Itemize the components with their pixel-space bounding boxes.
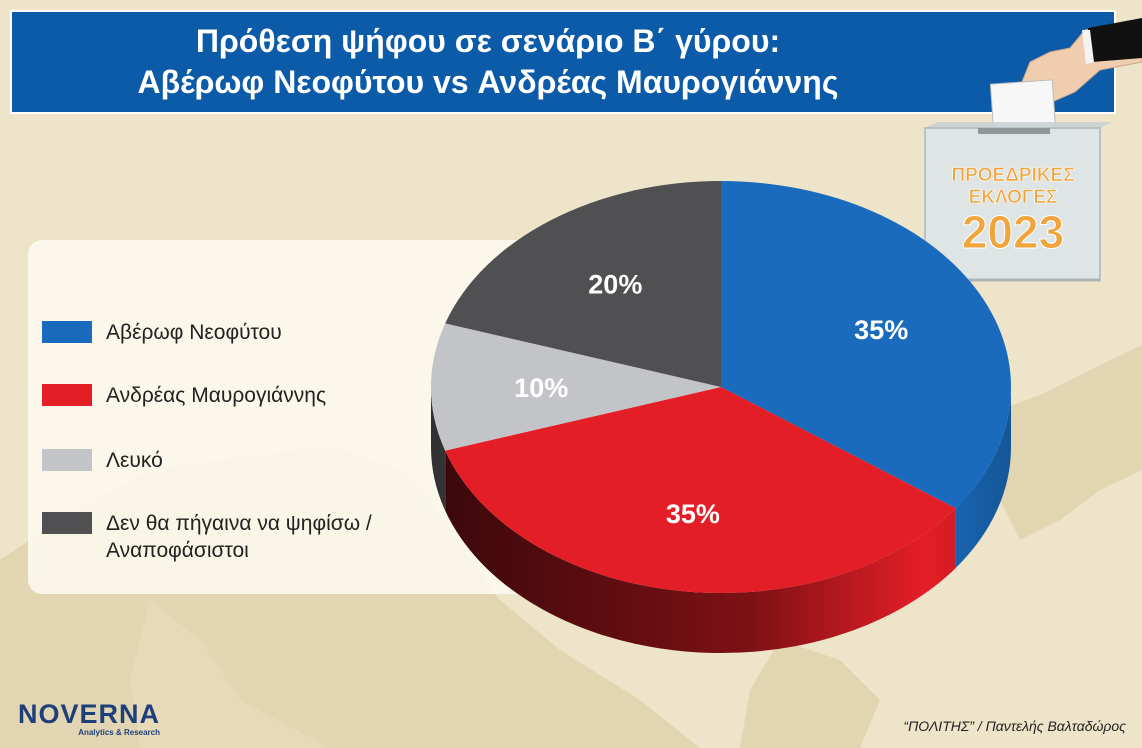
legend-item-averof: Αβέρωφ Νεοφύτου <box>42 321 282 346</box>
pie-sides <box>431 387 1011 653</box>
map-landmass-east <box>1000 345 1142 540</box>
legend-label-blank: Λευκό <box>106 449 163 472</box>
slice-1-value-label: 35% <box>666 499 720 529</box>
chart-title-line1: Πρόθεση ψήφου σε σενάριο Β΄ γύρου: <box>195 23 781 59</box>
badge-year: 2023 <box>962 206 1064 258</box>
badge-line2: ΕΚΛΟΓΕΣ <box>969 187 1058 208</box>
slice-3-top <box>445 181 721 387</box>
noverna-logo: NOVERNA Analytics & Research <box>18 700 160 738</box>
map-landmass-bay <box>740 640 880 748</box>
legend-item-undecided: Δεν θα πήγαινα να ψηφίσω / Αναποφάσιστοι <box>42 512 372 564</box>
slice-1-top <box>445 387 956 593</box>
slice-2-value-label: 10% <box>514 373 568 403</box>
logo-tagline: Analytics & Research <box>78 728 161 737</box>
legend-label-undecided: Δεν θα πήγαινα να ψηφίσω / Αναποφάσιστοι <box>106 512 372 562</box>
slice-0-side <box>955 387 1011 569</box>
legend-swatch-blue <box>42 321 92 343</box>
legend-swatch-dark <box>42 512 92 534</box>
slice-2-top <box>431 323 721 451</box>
chart-title-line2: Αβέρωφ Νεοφύτου vs Ανδρέας Μαυρογιάννης <box>137 64 839 100</box>
legend-swatch-grey <box>42 449 92 471</box>
slice-0-value-label: 35% <box>854 315 908 345</box>
slice-1-side <box>445 450 956 653</box>
badge-line1: ΠΡΟΕΔΡΙΚΕΣ <box>951 165 1074 186</box>
slice-3-value-label: 20% <box>588 270 642 300</box>
legend-item-mavrogiannis: Ανδρέας Μαυρογιάννης <box>42 384 326 409</box>
slice-2-side <box>431 387 446 511</box>
legend-swatch-red <box>42 384 92 406</box>
map-landmass-southwest <box>130 600 330 748</box>
title-banner: Πρόθεση ψήφου σε σενάριο Β΄ γύρου: Αβέρω… <box>10 10 1116 114</box>
ballot-box-illustration <box>924 122 1112 282</box>
ballot-hand-illustration <box>989 18 1142 133</box>
logo-name: NOVERNA <box>18 699 161 729</box>
pie-labels: 35% 35% 10% 20% <box>514 270 908 529</box>
source-credit: “ΠΟΛΙΤΗΣ” / Παντελής Βαλταδώρος <box>903 718 1126 734</box>
legend-item-blank: Λευκό <box>42 449 163 474</box>
slice-0-top <box>721 181 1011 509</box>
pie-tops <box>431 181 1011 593</box>
legend-label-mavrogiannis: Ανδρέας Μαυρογιάννης <box>106 384 327 407</box>
legend-label-averof: Αβέρωφ Νεοφύτου <box>106 321 282 344</box>
